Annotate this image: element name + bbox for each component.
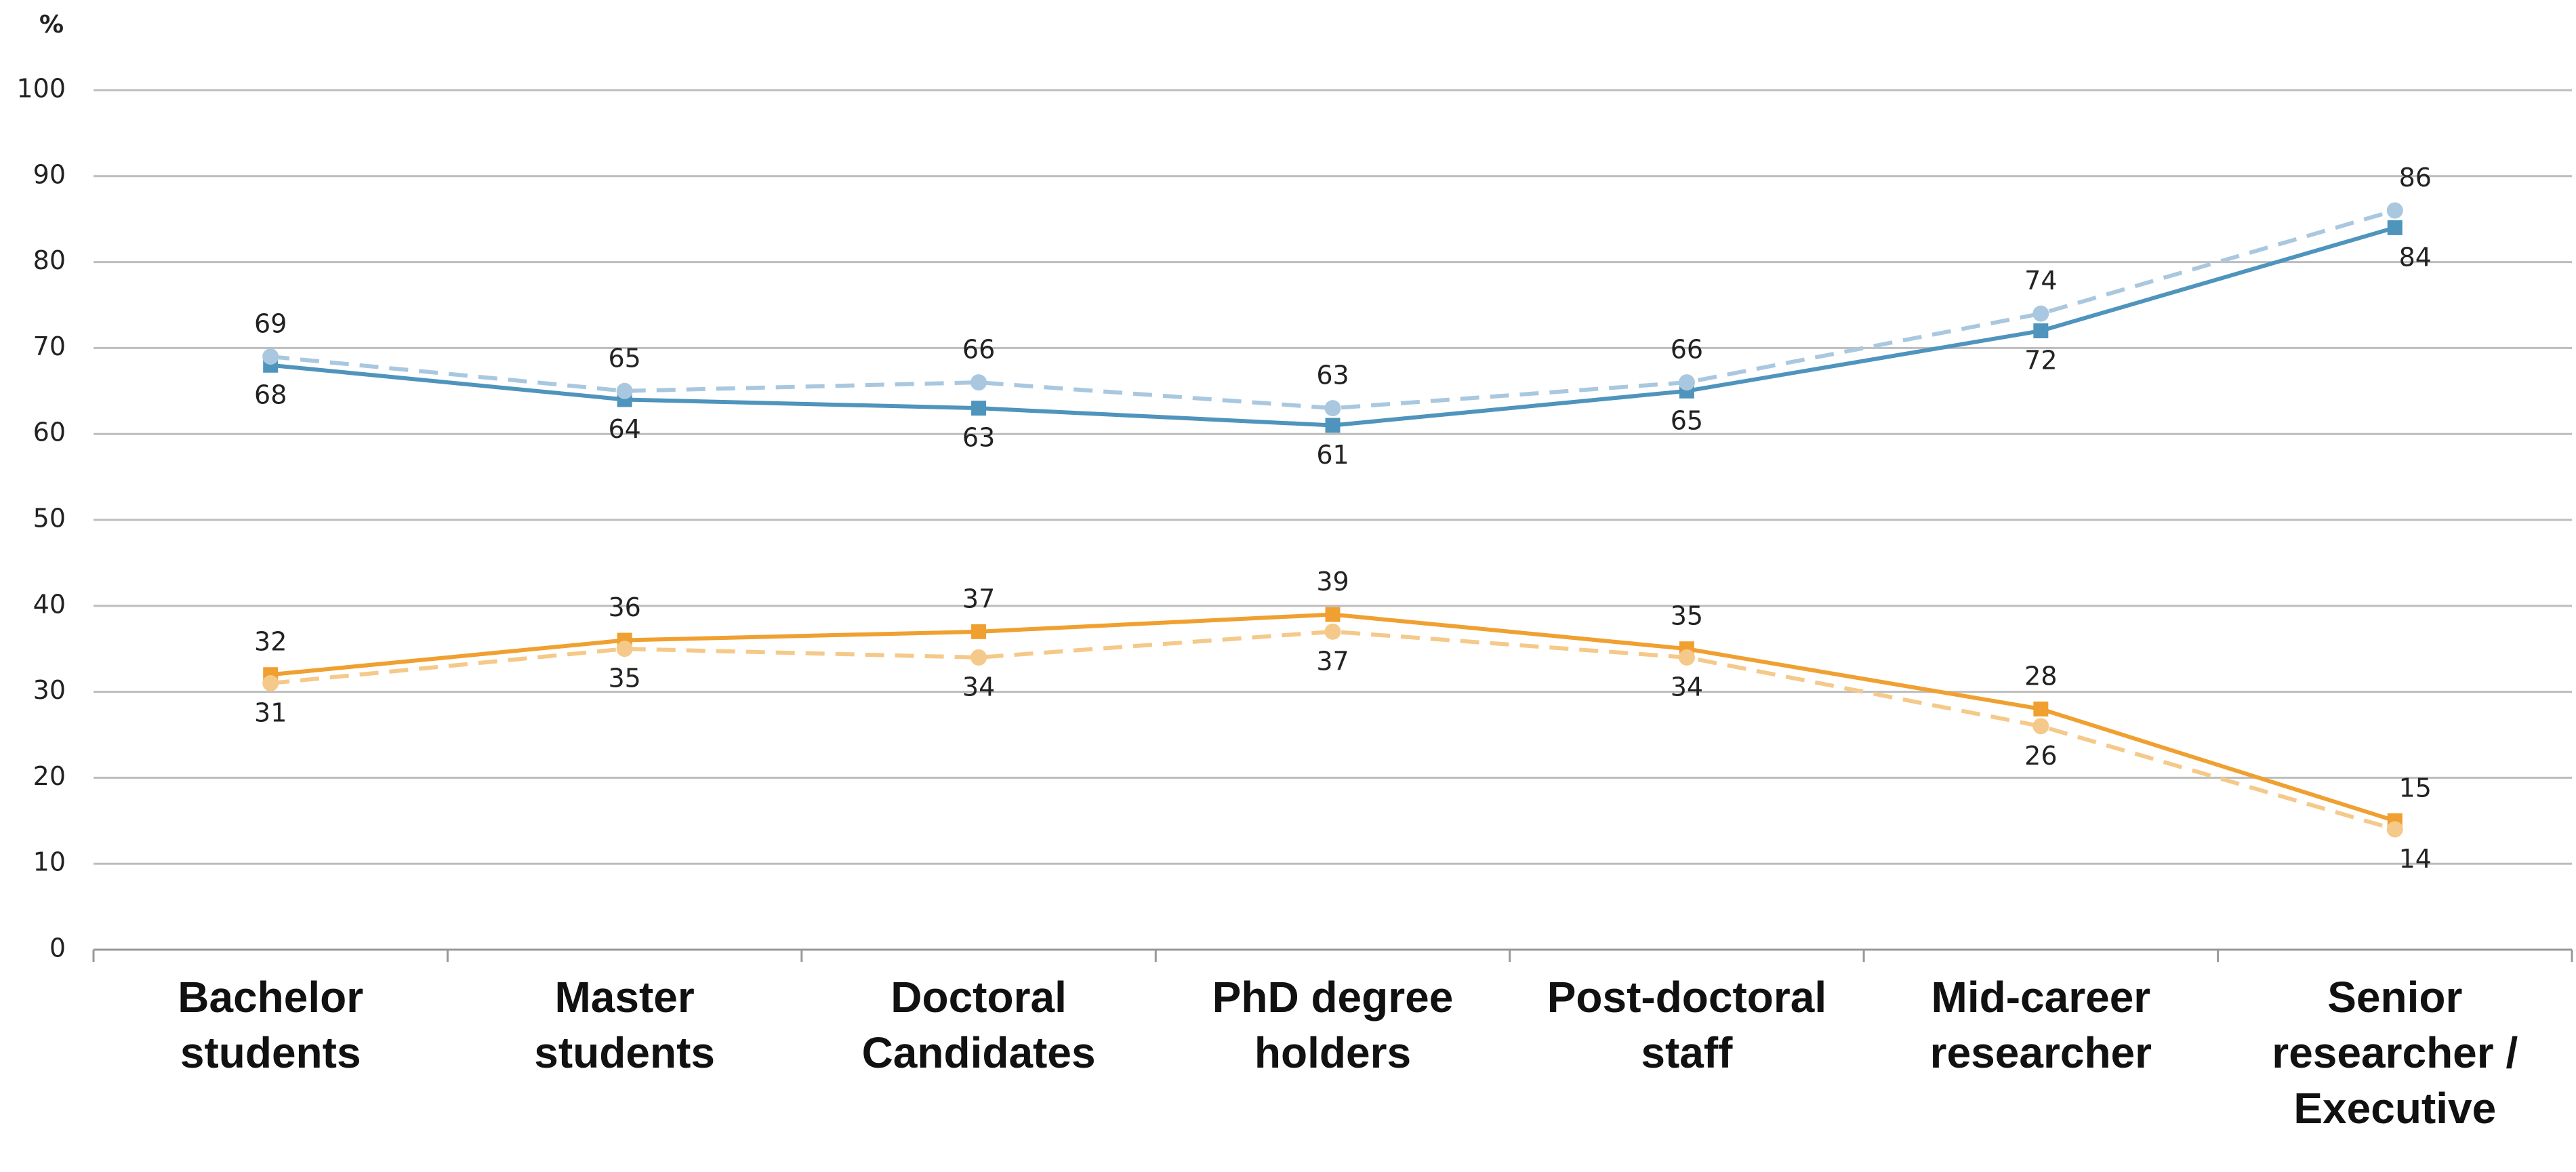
data-label: 61 (1316, 440, 1349, 470)
y-tick-label: 30 (33, 675, 66, 705)
data-label: 26 (2024, 741, 2057, 771)
marker (2033, 323, 2049, 339)
y-tick-label: 90 (33, 159, 66, 189)
marker (971, 624, 987, 639)
data-label: 37 (1316, 646, 1349, 676)
marker (1325, 607, 1341, 622)
marker (262, 348, 279, 365)
marker (970, 374, 987, 391)
data-label: 68 (254, 380, 287, 409)
y-tick-label: 50 (33, 504, 66, 533)
data-label: 34 (1671, 672, 1703, 702)
data-label: 84 (2399, 242, 2432, 272)
marker (1324, 400, 1341, 417)
data-label: 63 (962, 423, 995, 453)
x-tick-label: Mid-career researcher (1929, 973, 2152, 1077)
marker (2032, 718, 2049, 735)
marker (2386, 821, 2403, 838)
series-line (270, 225, 2396, 428)
marker (2386, 202, 2403, 219)
marker (1678, 374, 1695, 391)
y-tick-label: 20 (33, 761, 66, 791)
marker (971, 401, 987, 416)
y-tick-label: 0 (49, 933, 66, 963)
data-label: 14 (2399, 844, 2432, 874)
data-label: 35 (1671, 601, 1703, 631)
y-tick-label: 80 (33, 245, 66, 275)
series-line (270, 612, 2396, 823)
x-tick-label: Master students (534, 973, 715, 1077)
data-label: 69 (254, 309, 287, 339)
marker (1325, 418, 1341, 433)
y-axis-label: % (39, 11, 64, 39)
x-tick-label: Post-doctoral staff (1547, 973, 1827, 1077)
marker (2033, 701, 2049, 716)
data-label: 74 (2024, 266, 2057, 296)
data-label: 64 (608, 414, 640, 444)
y-tick-label: 40 (33, 589, 66, 619)
marker (970, 649, 987, 666)
marker (616, 382, 633, 399)
y-tick-label: 60 (33, 418, 66, 447)
marker (616, 641, 633, 658)
data-label: 36 (608, 592, 640, 622)
data-label: 65 (1671, 405, 1703, 435)
data-label: 86 (2399, 163, 2432, 193)
data-label: 35 (608, 664, 640, 693)
data-label: 66 (962, 335, 995, 365)
data-label: 32 (254, 627, 287, 657)
x-tick-label: Senior researcher / Executive (2272, 973, 2518, 1133)
data-label: 37 (962, 584, 995, 613)
y-tick-label: 10 (33, 847, 66, 877)
data-label: 63 (1316, 361, 1349, 390)
data-label: 28 (2024, 661, 2057, 691)
marker (2032, 305, 2049, 322)
x-tick-label: Bachelor students (178, 973, 364, 1077)
marker (1678, 649, 1695, 666)
data-label: 31 (254, 698, 287, 727)
data-label: 34 (962, 672, 995, 702)
marker (2387, 220, 2403, 235)
data-label: 39 (1316, 567, 1349, 597)
data-label: 66 (1671, 335, 1703, 365)
y-tick-label: 100 (16, 74, 66, 104)
data-label: 65 (608, 343, 640, 373)
x-tick-label: Doctoral Candidates (861, 973, 1096, 1077)
data-label: 72 (2024, 346, 2057, 376)
marker (262, 674, 279, 691)
data-label: 15 (2399, 773, 2432, 803)
x-tick-label: PhD degree holders (1212, 973, 1454, 1077)
y-tick-label: 70 (33, 331, 66, 361)
marker (1324, 623, 1341, 640)
